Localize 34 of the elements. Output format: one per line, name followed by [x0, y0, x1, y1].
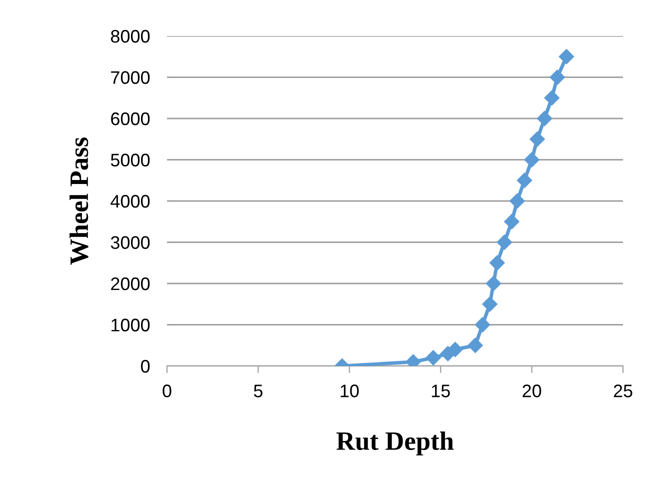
x-tick-label: 10	[340, 384, 359, 398]
point	[496, 234, 512, 250]
y-tick-label: 4000	[110, 194, 150, 208]
y-tick-label: 8000	[110, 30, 150, 43]
y-tick-label: 0	[141, 360, 150, 373]
x-tick-label: 5	[254, 384, 262, 398]
point	[510, 193, 525, 209]
point	[474, 317, 490, 332]
y-tick-label: 7000	[111, 71, 150, 84]
point	[482, 296, 498, 312]
point	[516, 172, 532, 188]
y-tick-label: 6000	[111, 112, 150, 126]
y-axis-title: Wheel Pass	[70, 138, 88, 265]
point	[486, 276, 502, 292]
y-tick-label: 1000	[112, 318, 150, 332]
point	[544, 90, 560, 106]
point	[524, 152, 540, 168]
x-tick-label: 0	[162, 384, 172, 398]
point	[537, 110, 552, 126]
x-tick-label: 20	[522, 384, 542, 398]
point	[490, 255, 505, 270]
x-tick-label: 25	[614, 384, 632, 398]
point	[558, 49, 574, 64]
point	[550, 70, 565, 85]
point	[426, 350, 441, 366]
x-tick-label: 15	[432, 384, 450, 398]
point	[448, 342, 463, 358]
x-axis-title: Rut Depth	[336, 431, 454, 456]
point	[468, 338, 483, 353]
point	[504, 214, 520, 230]
y-tick-label: 5000	[110, 154, 150, 166]
point	[530, 132, 545, 147]
y-tick-label: 3000	[110, 236, 150, 249]
y-tick-label: 2000	[111, 277, 150, 290]
